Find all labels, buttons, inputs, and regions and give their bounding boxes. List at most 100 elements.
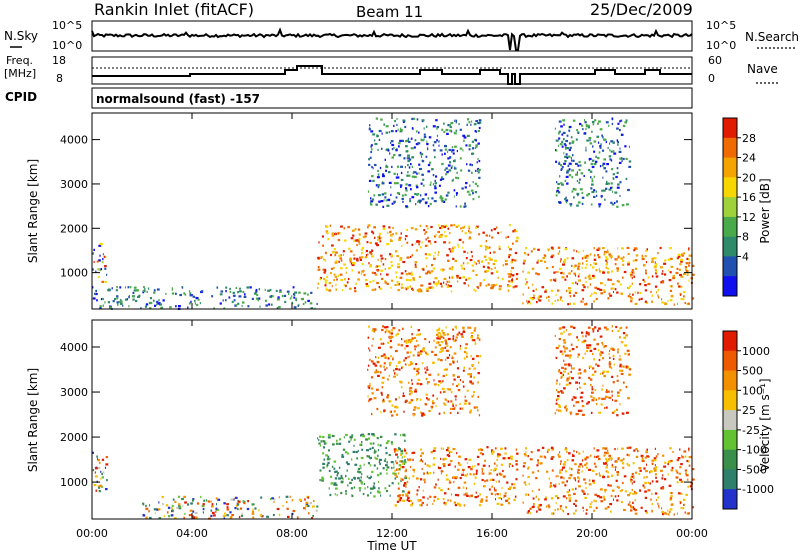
heatmap-cell: [317, 287, 319, 290]
heatmap-cell: [626, 411, 629, 414]
heatmap-cell: [435, 341, 439, 344]
heatmap-cell: [558, 405, 562, 408]
heatmap-cell: [556, 181, 558, 184]
heatmap-cell: [420, 153, 424, 156]
heatmap-cell: [261, 515, 263, 518]
heatmap-cell: [442, 374, 445, 378]
heatmap-cell: [602, 372, 604, 375]
heatmap-cell: [570, 136, 573, 139]
heatmap-cell: [555, 194, 558, 197]
heatmap-cell: [346, 452, 349, 455]
heatmap-cell: [688, 254, 692, 257]
heatmap-cell: [447, 499, 449, 502]
heatmap-cell: [368, 163, 371, 166]
heatmap-cell: [572, 154, 574, 157]
heatmap-cell: [393, 463, 395, 466]
heatmap-cell: [596, 248, 600, 251]
heatmap-cell: [590, 162, 594, 166]
heatmap-cell: [558, 327, 562, 330]
heatmap-cell: [612, 398, 613, 402]
heatmap-cell: [407, 458, 409, 461]
heatmap-cell: [513, 259, 517, 262]
heatmap-cell: [437, 358, 440, 361]
heatmap-cell: [462, 241, 465, 244]
heatmap-cell: [370, 200, 374, 203]
heatmap-cell: [375, 369, 378, 372]
heatmap-cell: [412, 468, 415, 471]
heatmap-cell: [388, 226, 391, 229]
heatmap-cell: [211, 503, 214, 506]
heatmap-cell: [339, 257, 342, 260]
heatmap-cell: [440, 447, 442, 450]
heatmap-cell: [622, 157, 625, 161]
heatmap-cell: [338, 477, 341, 480]
heatmap-cell: [493, 462, 496, 465]
heatmap-cell: [575, 504, 577, 507]
heatmap-cell: [373, 139, 376, 142]
heatmap-cell: [430, 181, 432, 184]
heatmap-cell: [658, 506, 660, 509]
heatmap-cell: [399, 497, 403, 500]
heatmap-cell: [434, 182, 437, 185]
heatmap-cell: [276, 298, 280, 301]
heatmap-cell: [507, 285, 509, 288]
heatmap-cell: [633, 476, 635, 479]
colorbar-tick-label: -100: [742, 444, 767, 457]
heatmap-cell: [189, 294, 192, 297]
heatmap-cell: [317, 256, 320, 259]
heatmap-cell: [335, 487, 338, 490]
heatmap-cell: [187, 306, 189, 309]
heatmap-cell: [563, 477, 565, 480]
heatmap-cell: [585, 332, 589, 335]
heatmap-cell: [523, 462, 526, 465]
heatmap-cell: [573, 512, 576, 515]
heatmap-cell: [369, 456, 372, 459]
heatmap-cell: [475, 355, 479, 358]
heatmap-cell: [489, 258, 491, 261]
heatmap-cell: [560, 258, 562, 261]
heatmap-cell: [408, 401, 412, 404]
heatmap-cell: [607, 146, 609, 150]
heatmap-cell: [643, 280, 646, 283]
heatmap-cell: [634, 471, 638, 474]
heatmap-cell: [359, 464, 362, 467]
heatmap-cell: [397, 266, 401, 269]
heatmap-cell: [442, 447, 445, 450]
heatmap-cell: [438, 251, 440, 254]
heatmap-cell: [450, 290, 453, 293]
heatmap-cell: [688, 258, 690, 261]
heatmap-cell: [563, 387, 566, 390]
heatmap-cell: [464, 474, 466, 477]
heatmap-cell: [380, 342, 383, 345]
heatmap-cell: [622, 466, 625, 469]
heatmap-cell: [447, 487, 450, 491]
heatmap-cell: [551, 247, 555, 251]
heatmap-cell: [440, 381, 442, 384]
heatmap-cell: [464, 347, 468, 350]
heatmap-cell: [317, 437, 319, 440]
heatmap-cell: [621, 157, 623, 160]
heatmap-cell: [347, 226, 350, 229]
heatmap-cell: [576, 450, 578, 454]
heatmap-cell: [614, 410, 616, 413]
heatmap-cell: [566, 134, 569, 137]
heatmap-cell: [676, 481, 679, 484]
heatmap-cell: [330, 253, 332, 257]
heatmap-cell: [322, 452, 325, 455]
heatmap-cell: [626, 446, 630, 450]
heatmap-cell: [568, 494, 571, 497]
heatmap-cell: [581, 266, 583, 269]
heatmap-cell: [682, 272, 686, 276]
heatmap-cell: [406, 480, 409, 484]
heatmap-cell: [424, 193, 428, 196]
heatmap-cell: [587, 333, 590, 336]
heatmap-cell: [542, 256, 546, 260]
heatmap-cell: [538, 488, 540, 491]
heatmap-cell: [451, 250, 454, 253]
heatmap-cell: [462, 330, 466, 333]
heatmap-cell: [515, 448, 517, 451]
heatmap-cell: [149, 301, 153, 305]
heatmap-cell: [343, 284, 347, 287]
heatmap-cell: [515, 273, 519, 276]
heatmap-cell: [92, 252, 95, 255]
